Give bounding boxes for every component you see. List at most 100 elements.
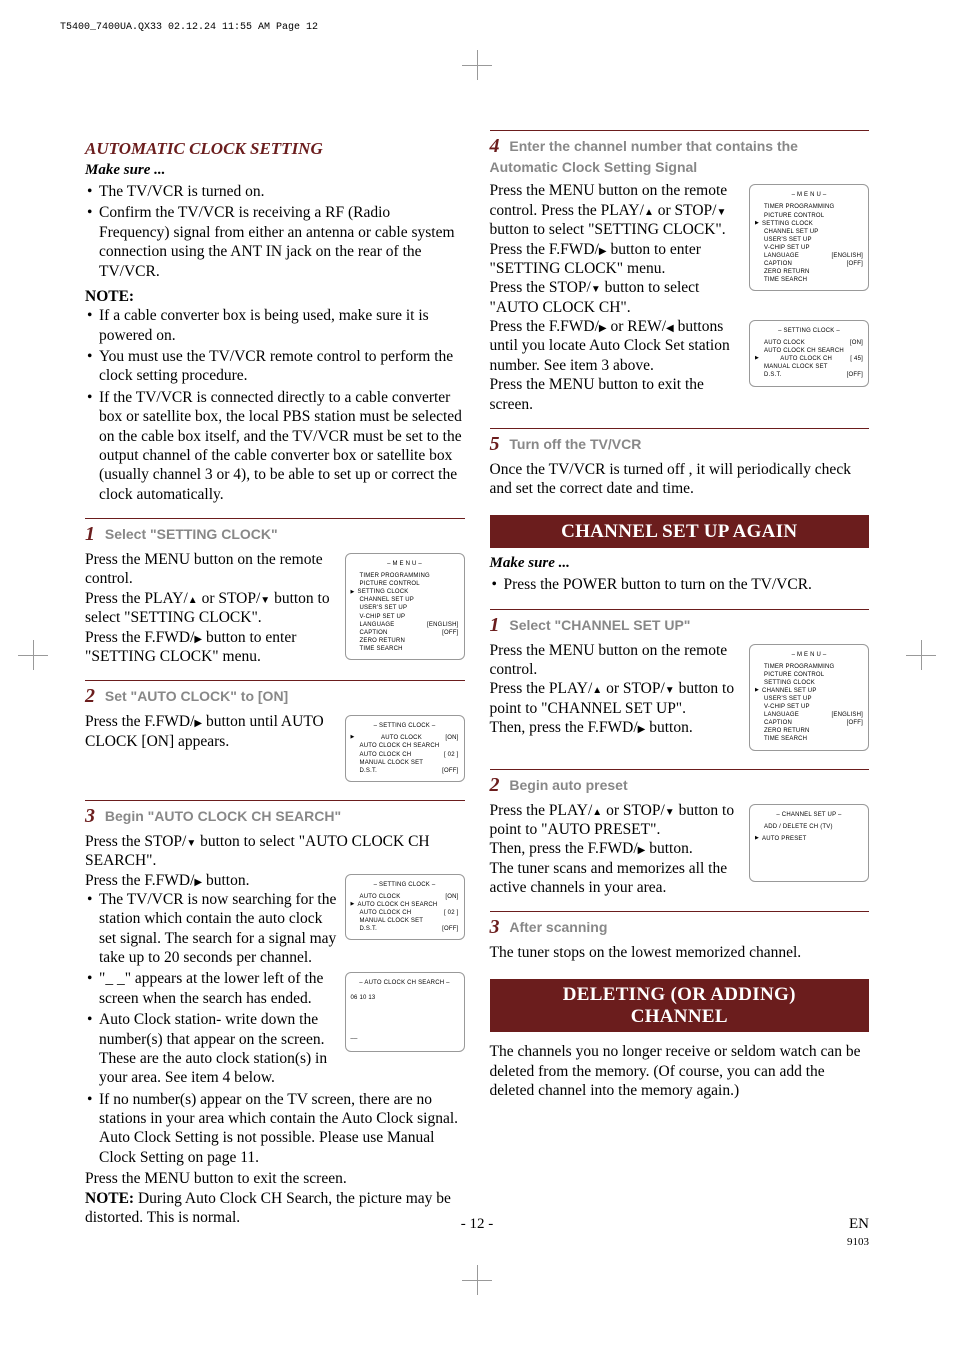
step-number: 1: [490, 614, 500, 636]
osd-setting-clock-box-3: – SETTING CLOCK – AUTO CLOCK[ON] AUTO CL…: [749, 320, 869, 387]
osd-line: MANUAL CLOCK SET: [351, 759, 459, 767]
osd-line-selected: SETTING CLOCK: [755, 220, 863, 228]
page-number: - 12 -: [461, 1216, 494, 1233]
step-title: Begin "AUTO CLOCK CH SEARCH": [105, 808, 341, 824]
text: Press the F.FWD/: [85, 629, 194, 646]
bullet: The TV/VCR is now searching for the stat…: [85, 890, 465, 968]
step-4-header: 4 Enter the channel number that contains…: [490, 130, 870, 178]
step-1-body: – M E N U – TIMER PROGRAMMING PICTURE CO…: [85, 550, 465, 666]
osd-line: CAPTION[OFF]: [755, 260, 863, 268]
text: or STOP/: [602, 802, 665, 819]
step-title: Enter the channel number that contains t…: [490, 138, 798, 175]
note-label: NOTE:: [85, 287, 465, 306]
text: or STOP/: [198, 590, 261, 607]
bullet: You must use the TV/VCR remote control t…: [85, 347, 465, 386]
make-sure-list: Press the POWER button to turn on the TV…: [490, 575, 870, 594]
up-icon: [188, 590, 198, 607]
text: Then, press the F.FWD/: [490, 840, 638, 857]
osd-line-selected: CHANNEL SET UP: [755, 687, 863, 695]
text: Press the MENU button to exit the screen…: [85, 1170, 347, 1187]
text: Press the STOP/: [490, 279, 591, 296]
text: Press the PLAY/: [490, 802, 593, 819]
osd-line: V-CHIP SET UP: [755, 703, 863, 711]
osd-line: USER'S SET UP: [755, 236, 863, 244]
osd-line: USER'S SET UP: [755, 695, 863, 703]
step-title: Select "CHANNEL SET UP": [509, 617, 690, 633]
text: Press the F.FWD/: [490, 241, 599, 258]
bullet: Auto Clock station- write down the numbe…: [85, 1010, 465, 1088]
step-2-header: 2 Set "AUTO CLOCK" to [ON]: [85, 680, 465, 709]
step-title: Set "AUTO CLOCK" to [ON]: [105, 688, 288, 704]
osd-line: ZERO RETURN: [755, 268, 863, 276]
osd-setting-clock-box: – SETTING CLOCK – AUTO CLOCK[ON] AUTO CL…: [345, 715, 465, 782]
step-title: Select "SETTING CLOCK": [105, 526, 278, 542]
osd-line: PICTURE CONTROL: [351, 580, 459, 588]
banner-deleting: DELETING (OR ADDING) CHANNEL: [490, 979, 870, 1033]
step-number: 2: [85, 685, 95, 707]
osd-line: CAPTION[OFF]: [351, 629, 459, 637]
right-icon: [194, 629, 202, 646]
text: or STOP/: [602, 680, 665, 697]
osd-channel-setup-box: – CHANNEL SET UP – ADD / DELETE CH (TV) …: [749, 804, 869, 882]
down-icon: [186, 833, 196, 850]
osd-line: AUTO CLOCK CH SEARCH: [351, 742, 459, 750]
text: button.: [645, 840, 692, 857]
step-2-body: – SETTING CLOCK – AUTO CLOCK[ON] AUTO CL…: [85, 712, 465, 786]
up-icon: [644, 202, 654, 219]
text: Press the MENU button to exit the screen…: [490, 376, 704, 412]
make-sure-label: Make sure ...: [490, 554, 870, 573]
osd-line: ZERO RETURN: [351, 637, 459, 645]
osd-line: D.S.T.[OFF]: [351, 767, 459, 775]
step-1-header: 1 Select "SETTING CLOCK": [85, 518, 465, 547]
osd-line: USER'S SET UP: [351, 604, 459, 612]
step-5-body: Once the TV/VCR is turned off , it will …: [490, 460, 870, 499]
crop-mark-right: [906, 640, 936, 670]
osd-line: AUTO CLOCK[ON]: [755, 339, 863, 347]
osd-line: AUTO CLOCK CH[ 02 ]: [351, 751, 459, 759]
step-number: 5: [490, 433, 500, 455]
osd-line: MANUAL CLOCK SET: [755, 363, 863, 371]
crop-mark-top: [462, 50, 492, 80]
step-number: 4: [490, 135, 500, 157]
crop-mark-bottom: [462, 1265, 492, 1295]
osd-line: AUTO CLOCK CH SEARCH: [755, 347, 863, 355]
step-title: After scanning: [509, 919, 607, 935]
page-footer: - 12 - EN 9103: [85, 1216, 869, 1250]
osd-title: – M E N U –: [755, 651, 863, 659]
step-number: 2: [490, 774, 500, 796]
osd-title: – SETTING CLOCK –: [351, 722, 459, 730]
text: or REW/: [607, 318, 666, 335]
text: button.: [645, 719, 692, 736]
osd-line: PICTURE CONTROL: [755, 671, 863, 679]
text: Then, press the F.FWD/: [490, 719, 638, 736]
osd-menu-box: – M E N U – TIMER PROGRAMMING PICTURE CO…: [345, 553, 465, 660]
osd-line-selected: AUTO CLOCK CH[ 45]: [755, 355, 863, 363]
down-icon: [665, 680, 675, 697]
osd-line: ADD / DELETE CH (TV): [755, 823, 863, 831]
right-icon: [599, 241, 607, 258]
osd-line: V-CHIP SET UP: [351, 613, 459, 621]
content-columns: AUTOMATIC CLOCK SETTING Make sure ... Th…: [85, 130, 869, 1270]
bullet: If no number(s) appear on the TV screen,…: [85, 1090, 465, 1168]
step-3-list-b: "_ _" appears at the lower left of the s…: [85, 969, 465, 1167]
osd-line: TIMER PROGRAMMING: [351, 572, 459, 580]
page: T5400_7400UA.QX33 02.12.24 11:55 AM Page…: [0, 0, 954, 1310]
chan-step-1-header: 1 Select "CHANNEL SET UP": [490, 609, 870, 638]
step-number: 3: [490, 916, 500, 938]
bullet: If the TV/VCR is connected directly to a…: [85, 388, 465, 504]
deleting-paragraph: The channels you no longer receive or se…: [490, 1042, 870, 1100]
osd-line: LANGUAGE[ENGLISH]: [351, 621, 459, 629]
osd-line-selected: SETTING CLOCK: [351, 588, 459, 596]
text: Press the PLAY/: [490, 680, 593, 697]
osd-line: CAPTION[OFF]: [755, 719, 863, 727]
chan-step-2-header: 2 Begin auto preset: [490, 769, 870, 798]
osd-line: TIME SEARCH: [755, 735, 863, 743]
osd-line: CHANNEL SET UP: [755, 228, 863, 236]
osd-title: – SETTING CLOCK –: [755, 327, 863, 335]
text: Press the F.FWD/: [85, 872, 194, 889]
right-icon: [194, 713, 202, 730]
osd-line: PICTURE CONTROL: [755, 212, 863, 220]
chan-step-3-body: The tuner stops on the lowest memorized …: [490, 943, 870, 962]
down-icon: [716, 202, 726, 219]
chan-step-1-body: – M E N U – TIMER PROGRAMMING PICTURE CO…: [490, 641, 870, 755]
